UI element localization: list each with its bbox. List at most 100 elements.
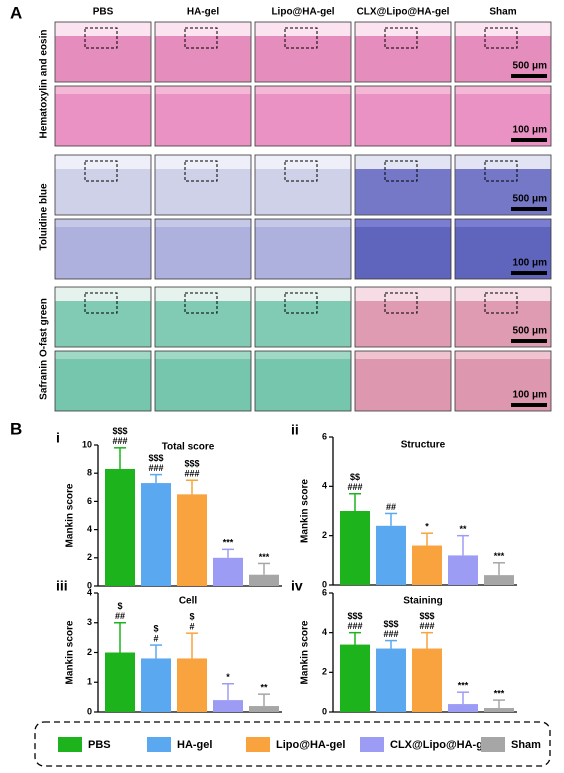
significance-label: $$$ [148, 453, 163, 463]
y-tick-label: 4 [87, 587, 92, 597]
zoom-box [384, 160, 418, 182]
significance-label: *** [259, 552, 270, 562]
significance-label: $$$ [347, 611, 362, 621]
scale-bar-label: 500 μm [513, 61, 548, 72]
tissue [155, 227, 251, 279]
legend-label: PBS [88, 739, 111, 751]
panel-label: B [10, 419, 22, 438]
significance-label: ### [184, 469, 199, 479]
significance-label: * [226, 672, 230, 682]
significance-label: ### [419, 621, 434, 631]
significance-label: $ [153, 623, 158, 633]
bar [484, 708, 514, 712]
significance-label: ## [386, 502, 396, 512]
stain-label: Safranin O-fast green [39, 298, 50, 400]
significance-label: ## [115, 611, 125, 621]
stain-label: Hematoxylin and eosin [39, 30, 50, 139]
tissue [55, 301, 151, 347]
chart-title: Structure [401, 440, 446, 451]
significance-label: ### [347, 482, 362, 492]
significance-label: $$$ [184, 459, 199, 469]
y-tick-label: 6 [87, 496, 92, 506]
significance-label: ### [383, 629, 398, 639]
column-header: PBS [93, 7, 114, 18]
bar [249, 574, 279, 586]
panel-numeral: ii [291, 422, 299, 438]
bar [448, 704, 478, 712]
legend-swatch [481, 737, 505, 752]
tissue [355, 227, 451, 279]
zoom-box [184, 160, 218, 182]
zoom-box [284, 27, 318, 49]
significance-label: ### [148, 463, 163, 473]
tissue [255, 301, 351, 347]
zoom-box [184, 292, 218, 314]
zoom-box [84, 27, 118, 49]
y-tick-label: 6 [322, 431, 327, 441]
tissue [355, 94, 451, 146]
tissue [55, 94, 151, 146]
bar [105, 652, 135, 712]
scale-bar [511, 207, 547, 211]
chart-title: Total score [162, 442, 215, 453]
significance-label: *** [494, 688, 505, 698]
significance-label: *** [458, 681, 469, 691]
chart-title: Cell [179, 596, 198, 607]
y-tick-label: 8 [87, 468, 92, 478]
scale-bar-label: 100 μm [513, 390, 548, 401]
y-tick-label: 4 [322, 627, 327, 637]
significance-label: *** [223, 538, 234, 548]
zoom-box [484, 160, 518, 182]
tissue [255, 94, 351, 146]
y-tick-label: 0 [87, 706, 92, 716]
panel-numeral: iv [291, 578, 303, 594]
y-tick-label: 4 [87, 524, 92, 534]
bar [448, 555, 478, 585]
zoom-box [384, 27, 418, 49]
significance-label: $$$ [112, 426, 127, 436]
panel-numeral: i [56, 430, 60, 446]
legend-label: HA-gel [177, 739, 212, 751]
stain-label: Toluidine blue [39, 183, 50, 250]
significance-label: ### [112, 436, 127, 446]
column-header: CLX@Lipo@HA-gel [357, 7, 450, 18]
panel-label: A [10, 3, 22, 22]
tissue [255, 36, 351, 82]
scale-bar-label: 500 μm [513, 326, 548, 337]
tissue [255, 169, 351, 215]
bar [412, 545, 442, 585]
legend-box [34, 721, 551, 767]
legend-label: Lipo@HA-gel [276, 739, 345, 751]
y-axis-label: Mankin score [300, 479, 311, 543]
y-tick-label: 1 [87, 677, 92, 687]
tissue [455, 169, 551, 215]
y-tick-label: 0 [87, 580, 92, 590]
chart-title: Staining [403, 596, 442, 607]
zoom-box [384, 292, 418, 314]
bar [177, 658, 207, 712]
scale-bar-label: 100 μm [513, 125, 548, 136]
significance-label: $$$ [383, 619, 398, 629]
bar [340, 644, 370, 712]
tissue [155, 36, 251, 82]
bar [213, 700, 243, 712]
significance-label: $$ [350, 472, 360, 482]
zoom-box [184, 27, 218, 49]
scale-bar [511, 403, 547, 407]
tissue [55, 36, 151, 82]
y-tick-label: 0 [322, 706, 327, 716]
tissue [455, 94, 551, 146]
legend-swatch [147, 737, 171, 752]
column-header: HA-gel [187, 7, 219, 18]
zoom-box [84, 160, 118, 182]
zoom-box [84, 292, 118, 314]
bar [412, 648, 442, 712]
scale-bar-label: 500 μm [513, 194, 548, 205]
y-axis-label: Mankin score [65, 620, 76, 684]
zoom-box [284, 292, 318, 314]
zoom-box [484, 27, 518, 49]
bar [177, 494, 207, 586]
y-tick-label: 2 [322, 667, 327, 677]
tissue [355, 36, 451, 82]
tissue [455, 301, 551, 347]
